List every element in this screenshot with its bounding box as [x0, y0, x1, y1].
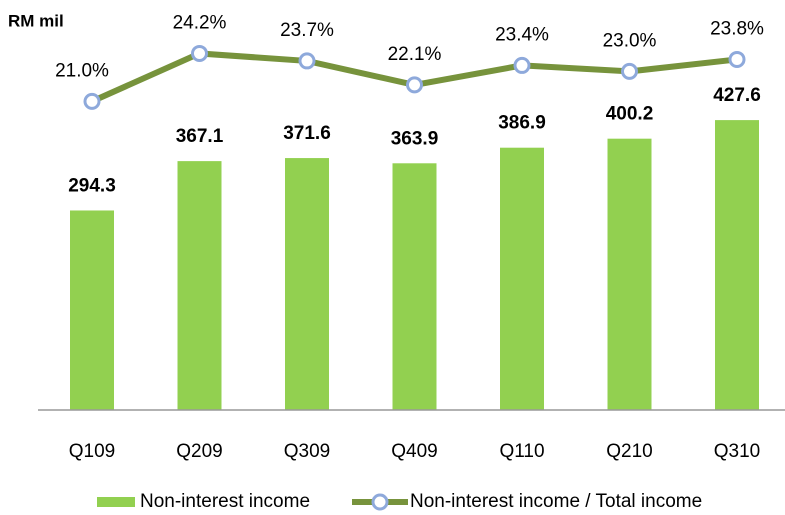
x-tick-label: Q110 [499, 441, 544, 462]
line-marker [406, 76, 423, 94]
line-marker [298, 52, 316, 70]
line-value-label: 23.8% [710, 18, 764, 39]
line-value-label: 21.0% [55, 60, 109, 81]
bar-value-label: 363.9 [391, 128, 439, 149]
legend-swatch [371, 493, 389, 511]
bar-value-label: 371.6 [283, 123, 331, 144]
bar [500, 147, 544, 410]
x-tick-label: Q409 [391, 441, 437, 462]
bar [177, 161, 222, 410]
bar-value-label: 400.2 [606, 104, 654, 125]
line-value-label: 24.2% [173, 12, 227, 33]
bar [285, 158, 329, 410]
bar [715, 120, 759, 411]
line-marker [191, 44, 208, 62]
x-tick-label: Q309 [284, 441, 330, 462]
line-marker [621, 62, 638, 80]
x-tick-label: Q209 [176, 441, 222, 462]
legend-label: Non-interest income [140, 491, 310, 512]
line-marker [513, 56, 531, 74]
x-tick-label: Q210 [606, 441, 652, 462]
line-marker [728, 50, 746, 68]
bar-value-label: 367.1 [176, 126, 224, 147]
line-value-label: 23.4% [495, 24, 549, 45]
bar [392, 163, 437, 410]
x-tick-label: Q109 [69, 441, 115, 462]
bar-value-label: 294.3 [68, 175, 116, 196]
x-tick-label: Q310 [714, 441, 760, 462]
bar-value-label: 386.9 [498, 113, 546, 134]
bar-value-label: 427.6 [713, 85, 761, 106]
line-value-label: 23.0% [603, 30, 657, 51]
legend-swatch [97, 497, 135, 507]
bar [607, 138, 652, 410]
axis-unit: RM mil [8, 11, 64, 30]
bar [70, 210, 114, 410]
line-value-label: 23.7% [280, 20, 334, 41]
line-value-label: 22.1% [388, 44, 442, 65]
legend-label: Non-interest income / Total income [410, 491, 702, 512]
line-marker [83, 92, 101, 110]
